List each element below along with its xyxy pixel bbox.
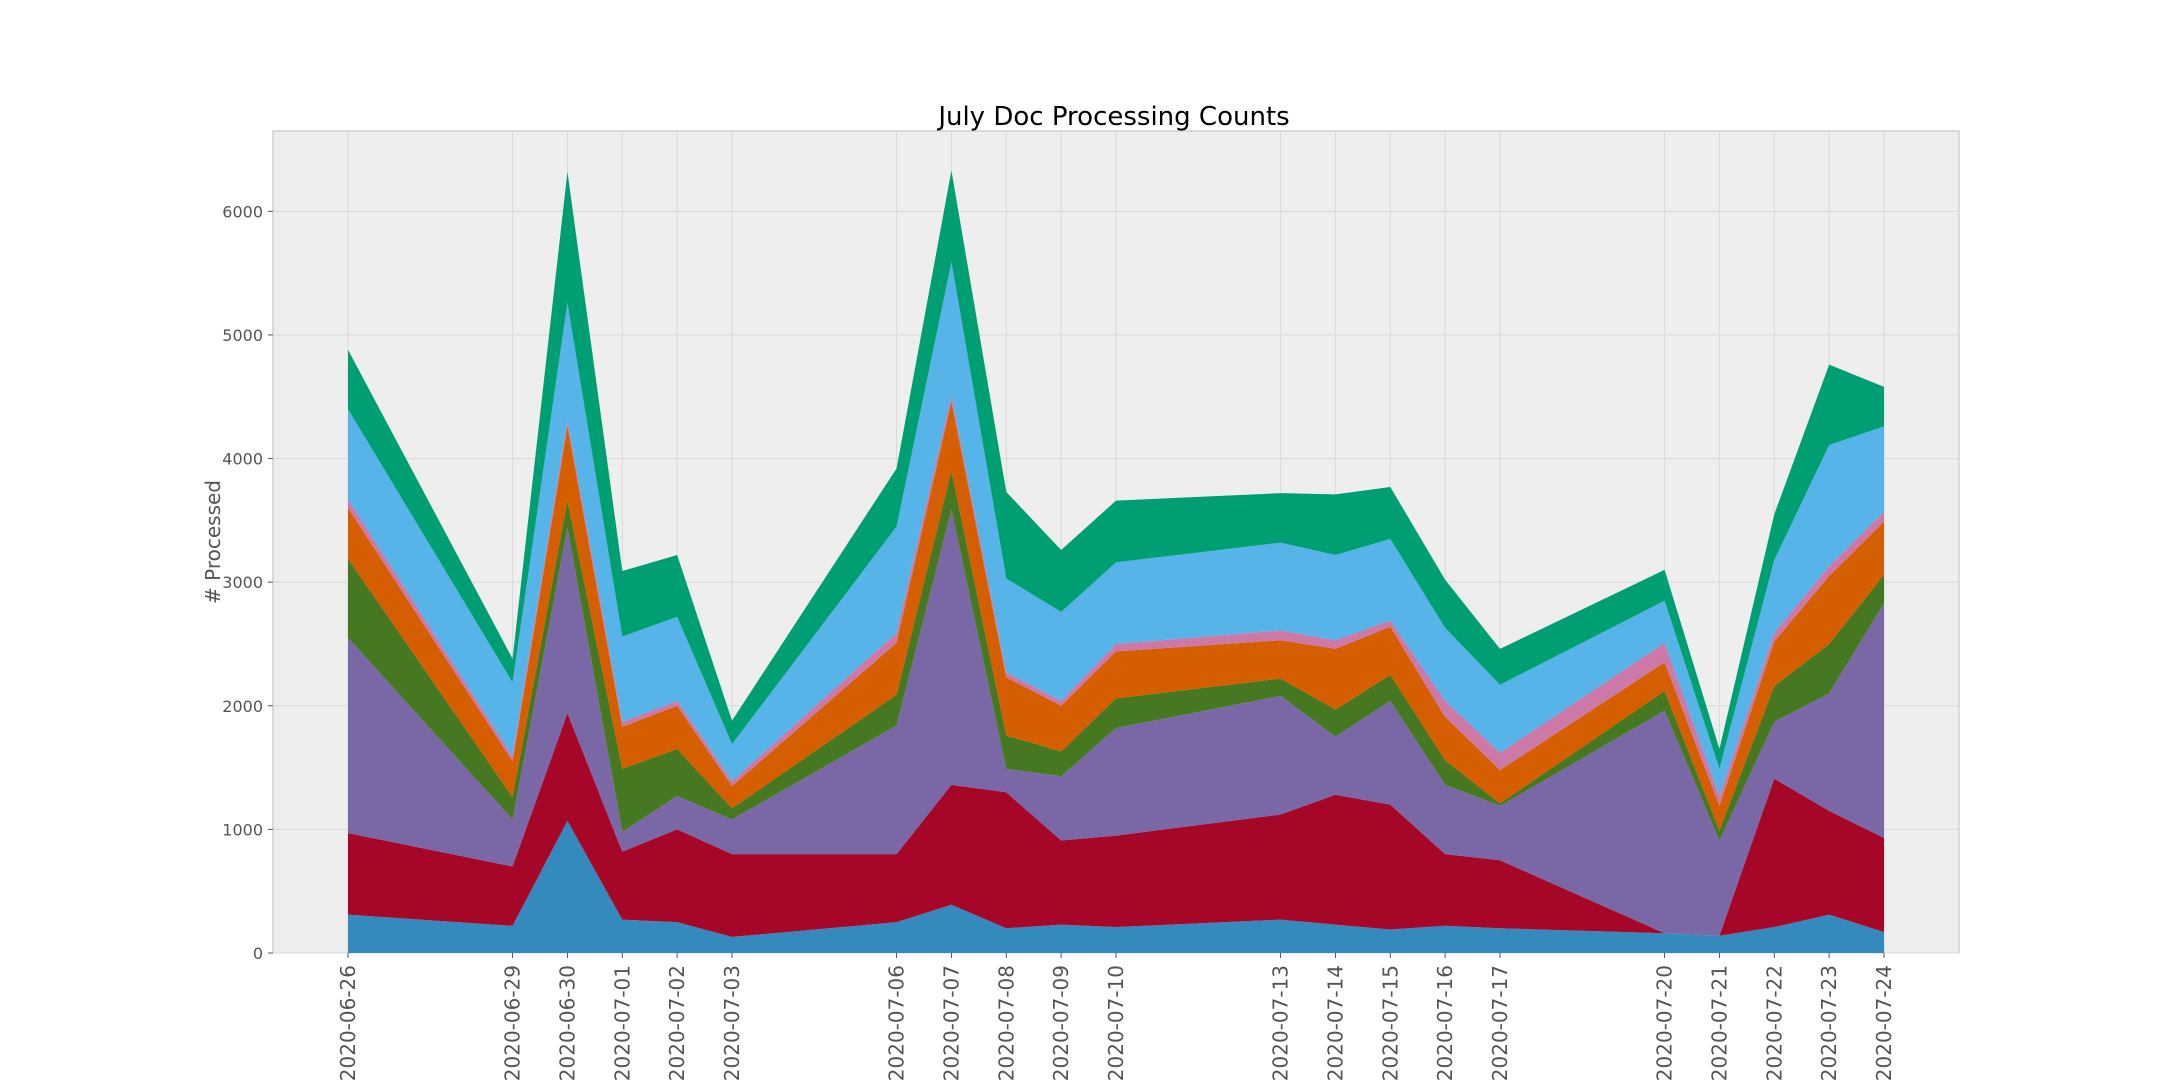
x-tick-label: 2020-07-22 [1762, 965, 1786, 1080]
x-tick-label: 2020-06-26 [336, 965, 360, 1080]
y-tick-label: 1000 [222, 820, 263, 839]
y-axis-ticks: 0 1000 2000 3000 4000 5000 6000 [222, 202, 263, 963]
y-tick-label: 4000 [222, 450, 263, 469]
x-tick-label: 2020-07-14 [1323, 965, 1347, 1080]
chart-title: July Doc Processing Counts [936, 102, 1289, 132]
y-tick-label: 0 [253, 944, 263, 963]
area-series-5 [348, 401, 1884, 831]
x-tick-label: 2020-07-10 [1104, 965, 1128, 1080]
x-tick-label: 2020-06-29 [501, 965, 525, 1080]
y-tick-label: 6000 [222, 202, 263, 221]
x-tick-label: 2020-07-21 [1707, 965, 1731, 1080]
area-series-7 [348, 262, 1884, 797]
area-series-6 [348, 395, 1884, 806]
area-series-1 [348, 820, 1884, 953]
area-series-8 [348, 170, 1884, 769]
x-tick-label: 2020-07-24 [1872, 965, 1896, 1080]
x-axis-ticks: 2020-06-26 2020-06-29 2020-06-30 2020-07-01… [336, 965, 1896, 1080]
area-series-3 [348, 509, 1884, 936]
x-tick-label: 2020-07-17 [1488, 965, 1512, 1080]
area-series-2 [348, 713, 1884, 937]
series-areas [348, 170, 1884, 953]
y-tick-label: 5000 [222, 326, 263, 345]
x-tick-label: 2020-07-23 [1817, 965, 1841, 1080]
x-tick-label: 2020-07-06 [885, 965, 909, 1080]
x-tick-label: 2020-07-15 [1378, 965, 1402, 1080]
x-tick-label: 2020-06-30 [555, 965, 579, 1080]
y-tick-label: 3000 [222, 573, 263, 592]
x-tick-label: 2020-07-20 [1653, 965, 1677, 1080]
x-tick-label: 2020-07-09 [1049, 965, 1073, 1080]
x-tick-label: 2020-07-01 [610, 965, 634, 1080]
area-series-4 [348, 470, 1884, 841]
x-tick-label: 2020-07-07 [939, 965, 963, 1080]
x-tick-label: 2020-07-03 [720, 965, 744, 1080]
y-tick-label: 2000 [222, 697, 263, 716]
x-tick-label: 2020-07-08 [994, 965, 1018, 1080]
x-tick-label: 2020-07-16 [1433, 965, 1457, 1080]
x-tick-label: 2020-07-13 [1269, 965, 1293, 1080]
y-axis-label: # Processed [201, 480, 225, 604]
x-tick-label: 2020-07-02 [665, 965, 689, 1080]
